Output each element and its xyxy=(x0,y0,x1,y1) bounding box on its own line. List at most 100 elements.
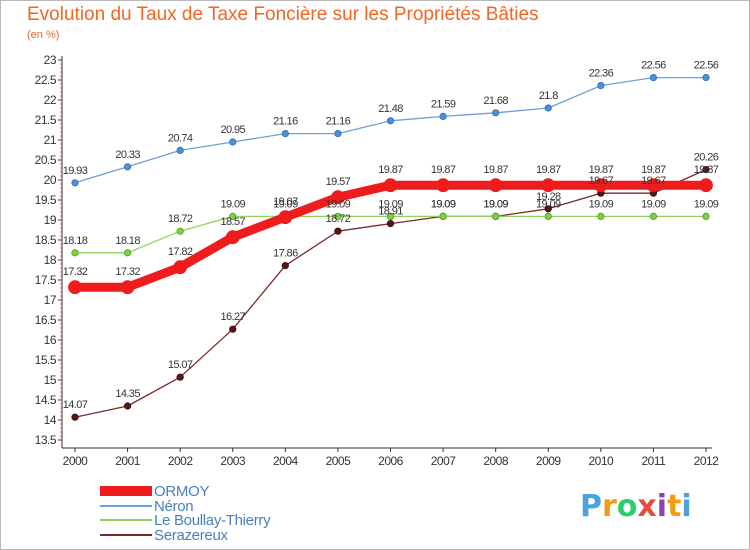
data-label: 22.56 xyxy=(641,60,666,72)
data-point xyxy=(649,74,658,82)
logo-letter: P xyxy=(580,489,602,524)
data-label: 19.09 xyxy=(378,198,403,210)
logo-letter: t xyxy=(667,489,682,524)
logo-letter: r xyxy=(602,489,617,524)
data-point xyxy=(597,212,605,220)
y-tick-label: 16.5 xyxy=(35,313,57,327)
y-tick-label: 19 xyxy=(44,213,57,227)
y-tick-label: 21.5 xyxy=(35,113,57,127)
data-label: 19.87 xyxy=(536,164,561,176)
y-tick-label: 19.5 xyxy=(35,193,57,207)
data-label: 19.67 xyxy=(589,175,614,187)
data-label: 19.87 xyxy=(431,164,456,176)
y-tick-label: 13.5 xyxy=(35,433,57,447)
y-tick-label: 17.5 xyxy=(35,273,57,287)
data-point xyxy=(334,212,342,220)
data-label: 19.57 xyxy=(326,176,351,188)
data-label: 15.07 xyxy=(168,359,193,371)
x-tick-label: 2003 xyxy=(220,454,246,468)
data-point xyxy=(649,212,658,220)
data-point xyxy=(702,74,710,82)
data-label: 22.36 xyxy=(589,68,614,80)
chart-unit: (en %) xyxy=(27,29,60,41)
data-label: 17.32 xyxy=(115,266,140,278)
data-point xyxy=(176,227,184,235)
logo-letter: i xyxy=(681,489,692,524)
data-point xyxy=(436,178,450,193)
data-point xyxy=(229,325,237,333)
legend-swatch xyxy=(100,519,152,521)
y-tick-label: 22 xyxy=(44,93,57,107)
legend-label: Le Boullay-Thierry xyxy=(154,512,271,529)
data-label: 19.87 xyxy=(378,164,403,176)
data-label: 21.16 xyxy=(326,116,351,128)
y-tick-label: 20 xyxy=(44,173,57,187)
data-point xyxy=(386,220,395,228)
data-point xyxy=(225,230,240,245)
data-point xyxy=(544,212,552,220)
data-label: 19.28 xyxy=(536,191,561,203)
data-point xyxy=(383,178,398,193)
x-tick-label: 2005 xyxy=(326,454,352,468)
legend-swatch xyxy=(100,504,152,507)
data-point xyxy=(439,112,447,121)
data-point xyxy=(123,163,132,171)
y-tick-label: 14.5 xyxy=(35,393,57,407)
legend-swatch xyxy=(100,486,152,496)
x-tick-label: 2009 xyxy=(536,454,562,468)
data-label: 21.68 xyxy=(483,95,508,107)
data-label: 18.18 xyxy=(115,235,140,247)
data-point xyxy=(71,413,79,421)
data-point xyxy=(123,402,132,410)
data-label: 20.95 xyxy=(220,124,245,136)
y-tick-label: 18 xyxy=(44,253,57,267)
legend-swatch xyxy=(100,533,152,536)
y-tick-label: 17 xyxy=(44,293,57,307)
data-label: 20.33 xyxy=(115,149,140,161)
legend-label: Serazereux xyxy=(154,526,228,544)
data-point xyxy=(492,109,500,117)
data-point xyxy=(386,117,395,125)
data-label: 19.87 xyxy=(641,164,666,176)
data-point xyxy=(544,104,552,112)
legend-label: ORMOY xyxy=(154,483,210,500)
data-label: 14.07 xyxy=(63,399,88,411)
data-label: 19.09 xyxy=(326,198,351,210)
data-label: 18.91 xyxy=(378,206,403,218)
x-tick-label: 2008 xyxy=(483,454,509,468)
data-label: 19.07 xyxy=(273,196,298,208)
data-label: 21.8 xyxy=(539,90,558,102)
data-label: 19.09 xyxy=(483,198,508,210)
data-point xyxy=(593,178,608,193)
data-point xyxy=(71,249,79,257)
y-tick-label: 18.5 xyxy=(35,233,57,247)
data-label: 19.09 xyxy=(536,198,561,210)
y-tick-label: 16 xyxy=(44,333,57,347)
legend-label: Néron xyxy=(154,497,194,515)
data-label: 18.72 xyxy=(168,213,193,225)
data-point xyxy=(123,249,132,257)
data-label: 18.57 xyxy=(220,216,245,228)
data-point xyxy=(646,178,661,193)
data-point xyxy=(541,178,556,193)
data-point xyxy=(439,212,447,220)
data-point xyxy=(281,130,289,138)
data-label: 21.59 xyxy=(431,98,456,110)
y-tick-label: 14 xyxy=(44,413,57,427)
data-label: 14.35 xyxy=(115,388,140,400)
x-tick-label: 2006 xyxy=(378,454,404,468)
data-point xyxy=(281,261,289,270)
data-label: 17.86 xyxy=(273,248,298,260)
data-label: 17.32 xyxy=(63,266,88,278)
data-label: 21.48 xyxy=(378,103,403,115)
data-label: 20.26 xyxy=(694,152,719,164)
x-tick-label: 2011 xyxy=(642,454,667,468)
data-point xyxy=(331,190,345,205)
data-label: 19.09 xyxy=(220,198,245,210)
data-label: 19.09 xyxy=(431,198,456,210)
data-point xyxy=(229,212,237,220)
data-point xyxy=(176,146,184,154)
logo-letter: x xyxy=(637,489,657,524)
data-point xyxy=(597,82,605,90)
